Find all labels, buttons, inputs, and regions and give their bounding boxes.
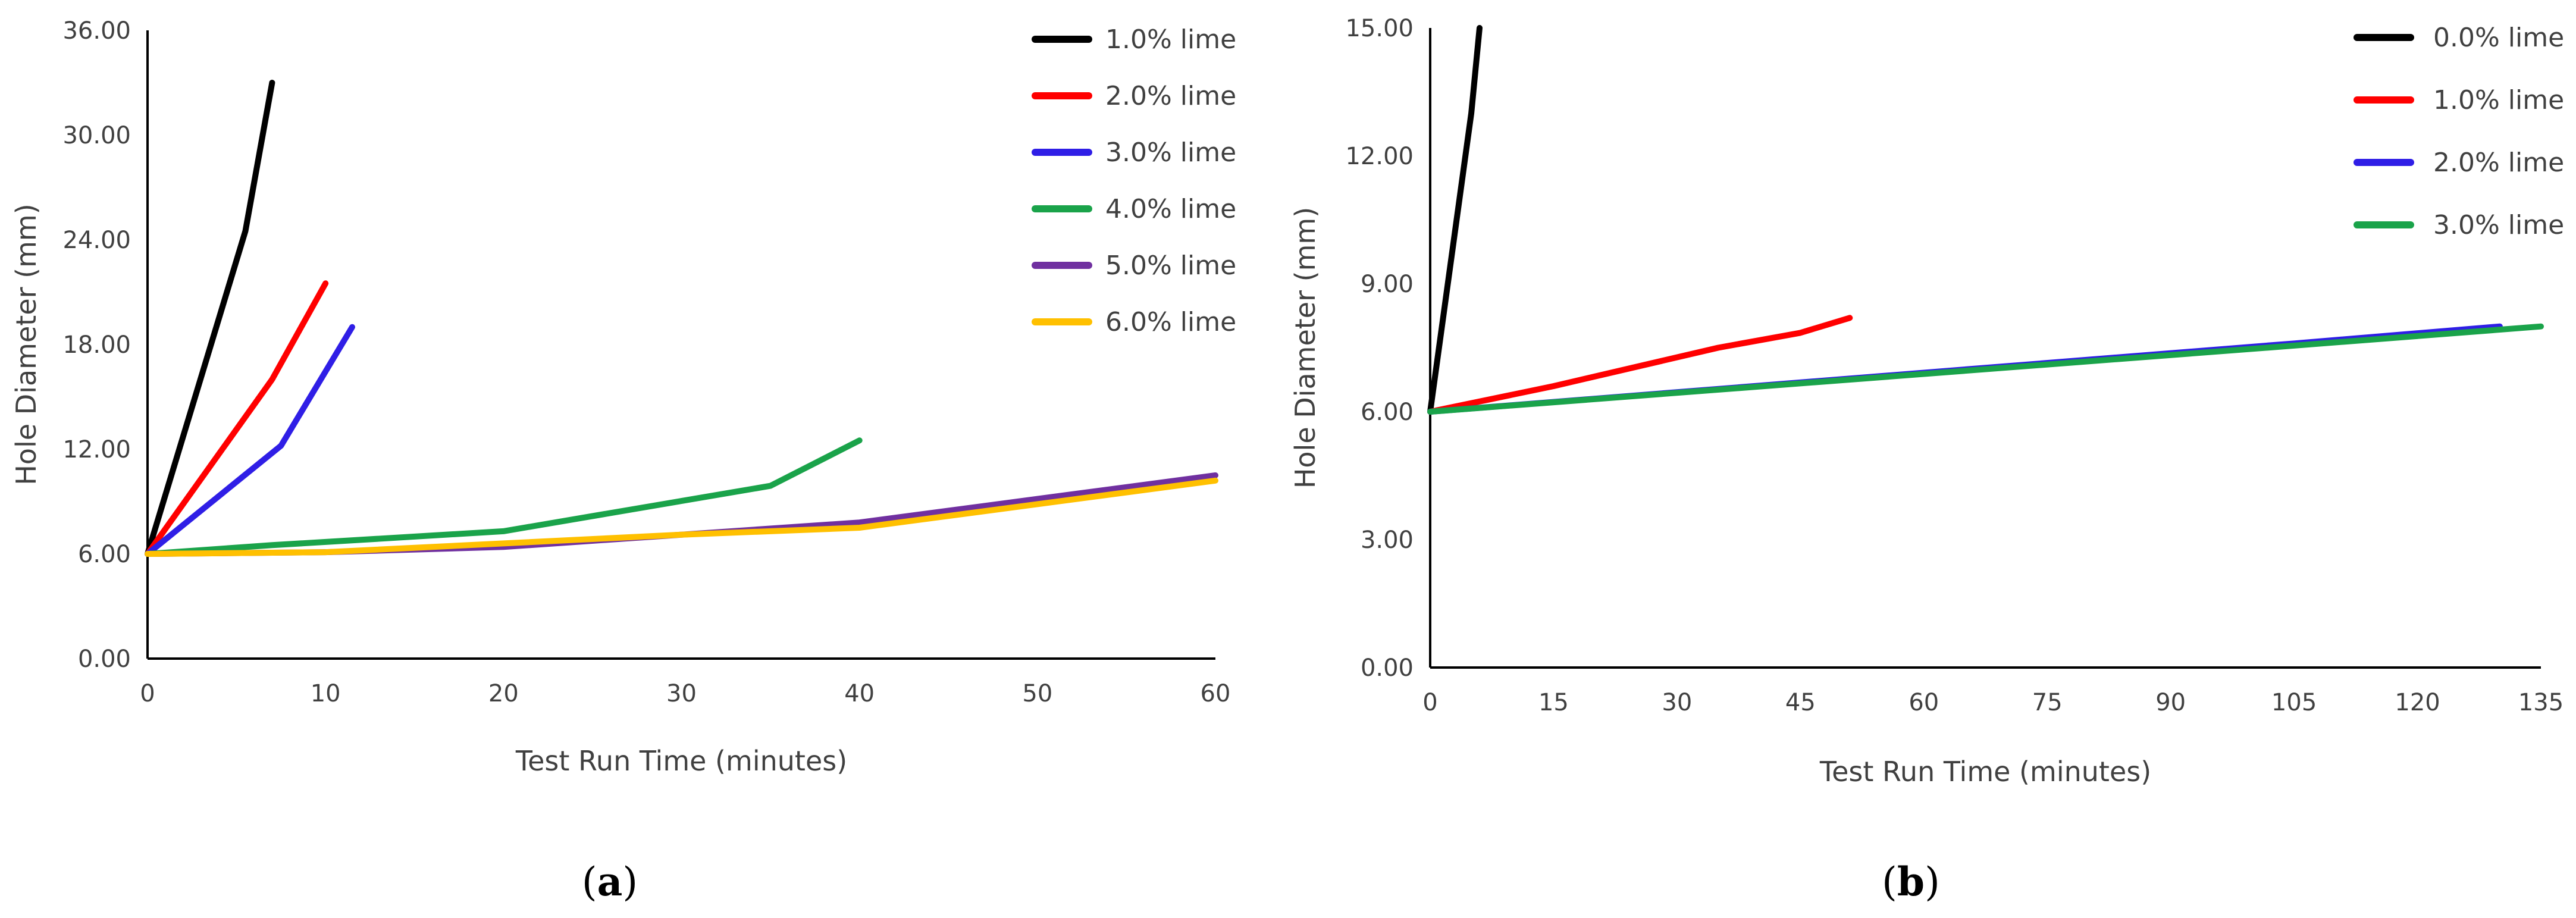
legend-label: 2.0% lime (1105, 81, 1236, 111)
panel-label-letter: b (1897, 859, 1925, 905)
x-tick-label: 10 (311, 680, 341, 707)
y-axis-title: Hole Diameter (mm) (10, 203, 42, 485)
x-tick-label: 0 (140, 680, 155, 707)
panel-label: (b) (1882, 859, 1940, 905)
x-tick-label: 60 (1909, 689, 1939, 716)
y-tick-label: 36.00 (62, 17, 131, 45)
y-axis-title: Hole Diameter (mm) (1289, 207, 1321, 488)
panel-label-open: ( (582, 859, 597, 905)
y-tick-label: 30.00 (62, 122, 131, 149)
y-tick-label: 12.00 (62, 436, 131, 463)
series-line-4-0-lime (145, 437, 863, 557)
y-tick-label: 12.00 (1345, 143, 1414, 170)
panel-label: (a) (582, 859, 638, 905)
legend: 0.0% lime 1.0% lime 2.0% lime 3.0% lime (2354, 23, 2564, 240)
legend-label: 6.0% lime (1105, 307, 1236, 337)
chart-panel-a: 0.00 6.00 12.00 18.00 24.00 30.00 36.00 0 10 20 30… (10, 17, 1236, 905)
y-tick-label: 6.00 (78, 541, 131, 568)
x-tick-label: 45 (1785, 689, 1816, 716)
series-line-0-0-lime (1427, 25, 1483, 415)
y-tick-label: 3.00 (1361, 527, 1414, 554)
legend-label: 1.0% lime (2433, 85, 2564, 115)
panel-label-letter: a (597, 859, 623, 905)
x-tick-label: 30 (1662, 689, 1692, 716)
series-line-3-0-lime (1427, 323, 2544, 415)
legend-label: 5.0% lime (1105, 250, 1236, 281)
x-tick-label: 135 (2518, 689, 2564, 716)
panel-label-close: ) (1925, 859, 1940, 905)
legend-label: 1.0% lime (1105, 24, 1236, 55)
y-tick-label: 24.00 (62, 227, 131, 254)
y-tick-label: 9.00 (1361, 271, 1414, 298)
legend-label: 3.0% lime (1105, 137, 1236, 168)
y-tick-label: 6.00 (1361, 399, 1414, 426)
legend-label: 0.0% lime (2433, 23, 2564, 53)
series-line-3-0-lime (145, 324, 355, 557)
x-tick-label: 90 (2155, 689, 2186, 716)
x-tick-label: 105 (2271, 689, 2317, 716)
x-tick-label: 30 (666, 680, 697, 707)
panel-label-open: ( (1882, 859, 1897, 905)
x-tick-label: 60 (1201, 680, 1231, 707)
y-tick-label: 18.00 (62, 331, 131, 359)
series-line-1-0-lime (1427, 315, 1853, 415)
series-line-1-0-lime (145, 80, 275, 557)
x-axis-title: Test Run Time (minutes) (515, 745, 847, 777)
chart-panel-b: 0.00 3.00 6.00 9.00 12.00 15.00 0 15 30 45 60 75 90 1… (1289, 15, 2564, 905)
series-line-6-0-lime (145, 477, 1218, 557)
y-tick-label: 0.00 (1361, 654, 1414, 682)
legend-label: 2.0% lime (2433, 148, 2564, 178)
x-axis-title: Test Run Time (minutes) (1819, 756, 2151, 788)
legend-label: 3.0% lime (2433, 210, 2564, 240)
y-tick-label: 0.00 (78, 646, 131, 673)
x-tick-label: 15 (1538, 689, 1569, 716)
legend: 1.0% lime 2.0% lime 3.0% lime 4.0% lime 5.0%… (1032, 24, 1236, 337)
x-tick-label: 50 (1022, 680, 1052, 707)
y-tick-label: 15.00 (1345, 15, 1414, 42)
panel-label-close: ) (622, 859, 638, 905)
x-tick-label: 75 (2032, 689, 2063, 716)
x-tick-label: 40 (844, 680, 875, 707)
x-tick-label: 120 (2395, 689, 2440, 716)
legend-label: 4.0% lime (1105, 194, 1236, 224)
series-line-2-0-lime (145, 280, 329, 557)
x-tick-label: 20 (488, 680, 519, 707)
x-tick-label: 0 (1422, 689, 1437, 716)
